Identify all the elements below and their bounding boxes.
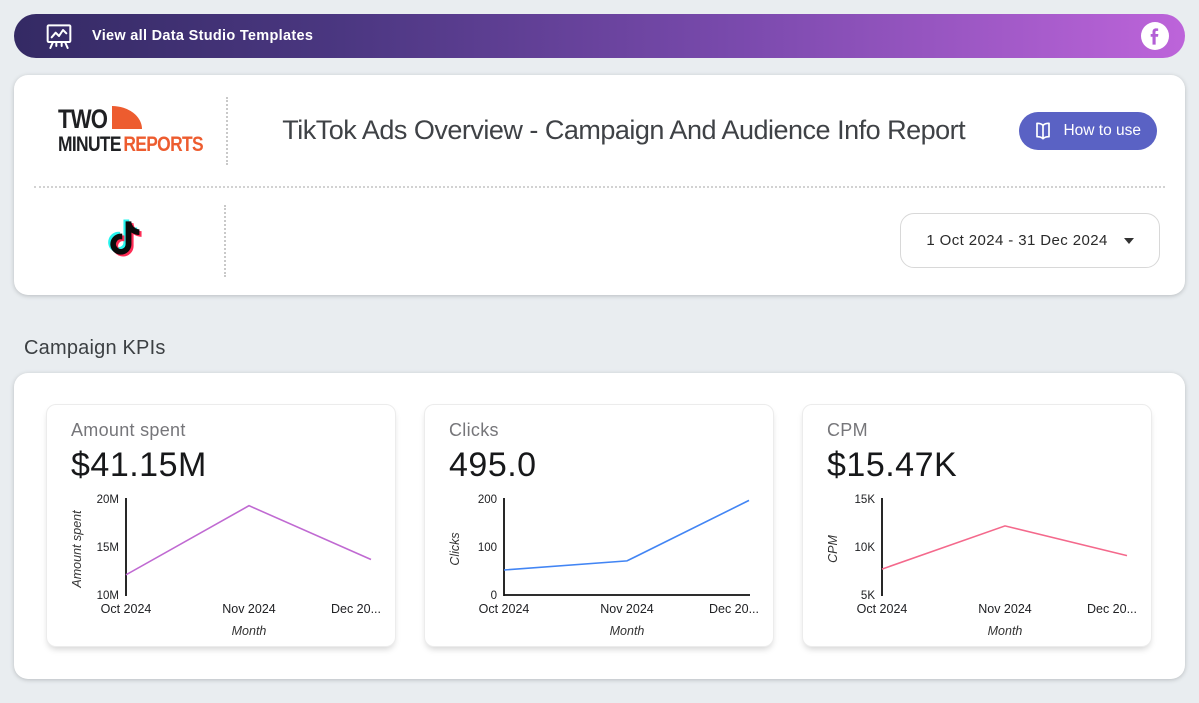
data-line	[125, 504, 372, 576]
horizontal-dotted-divider	[34, 186, 1165, 188]
date-range-selector[interactable]: 1 Oct 2024 - 31 Dec 2024	[900, 213, 1160, 268]
amount-spent-line-chart: Amount spent 20M 15M 10M Oct 2024 Nov 20…	[70, 494, 381, 638]
data-line	[503, 499, 750, 571]
vertical-dotted-divider	[226, 96, 228, 165]
svg-text:20M: 20M	[97, 494, 119, 506]
svg-text:Month: Month	[988, 624, 1023, 638]
presentation-chart-icon	[46, 24, 72, 49]
svg-text:15M: 15M	[97, 542, 119, 554]
svg-text:Dec 20...: Dec 20...	[709, 602, 759, 616]
svg-text:200: 200	[478, 494, 497, 506]
svg-text:100: 100	[478, 542, 497, 554]
svg-text:Nov 2024: Nov 2024	[978, 602, 1032, 616]
svg-text:Dec 20...: Dec 20...	[1087, 602, 1137, 616]
two-minute-reports-logo: TWO MINUTE REPORTS	[58, 104, 208, 156]
date-range-value: 1 Oct 2024 - 31 Dec 2024	[926, 232, 1108, 249]
kpi-value: $41.15M	[71, 446, 207, 484]
svg-text:Dec 20...: Dec 20...	[331, 602, 381, 616]
svg-text:15K: 15K	[855, 494, 876, 506]
svg-text:Oct 2024: Oct 2024	[101, 602, 152, 616]
report-header-card: TWO MINUTE REPORTS TikTok Ads Overview - …	[14, 75, 1185, 295]
how-to-use-button[interactable]: How to use	[1019, 111, 1157, 150]
kpi-title: CPM	[827, 420, 868, 440]
kpi-card-amount-spent: Amount spent $41.15M Amount spent 20M 15…	[46, 404, 396, 647]
svg-text:CPM: CPM	[826, 535, 840, 563]
kpi-value: 495.0	[449, 446, 537, 484]
logo-word-reports: REPORTS	[123, 133, 203, 156]
how-to-use-label: How to use	[1063, 121, 1141, 139]
kpi-card-cpm: CPM $15.47K CPM 15K 10K 5K Oct 2024 Nov …	[802, 404, 1152, 647]
svg-text:Nov 2024: Nov 2024	[600, 602, 654, 616]
logo-word-two: TWO	[58, 104, 108, 134]
logo-word-minute: MINUTE	[58, 133, 121, 156]
kpi-title: Amount spent	[71, 420, 186, 440]
svg-text:Nov 2024: Nov 2024	[222, 602, 276, 616]
svg-text:10K: 10K	[855, 542, 876, 554]
svg-text:5K: 5K	[861, 590, 875, 602]
caret-down-icon	[1123, 237, 1134, 244]
page-title: TikTok Ads Overview - Campaign And Audie…	[282, 115, 966, 145]
logo-quarter-circle	[111, 106, 142, 129]
data-line	[881, 525, 1128, 570]
svg-text:Oct 2024: Oct 2024	[479, 602, 530, 616]
svg-text:Oct 2024: Oct 2024	[857, 602, 908, 616]
kpi-value: $15.47K	[827, 446, 958, 484]
tiktok-icon	[105, 215, 145, 266]
kpi-card-clicks: Clicks 495.0 Clicks 200 100 0 Oct 2024 N…	[424, 404, 774, 647]
open-book-icon	[1036, 121, 1051, 139]
section-heading: Campaign KPIs	[24, 337, 166, 359]
svg-text:0: 0	[491, 590, 497, 602]
svg-text:Month: Month	[232, 624, 267, 638]
banner-label: View all Data Studio Templates	[92, 28, 314, 44]
kpi-cards-container: Amount spent $41.15M Amount spent 20M 15…	[14, 373, 1185, 679]
cpm-line-chart: CPM 15K 10K 5K Oct 2024 Nov 2024 Dec 20.…	[826, 494, 1137, 638]
vertical-dotted-divider	[224, 204, 226, 277]
svg-text:10M: 10M	[97, 590, 119, 602]
svg-text:Clicks: Clicks	[448, 532, 462, 565]
templates-banner[interactable]: View all Data Studio Templates	[14, 14, 1185, 58]
svg-text:Month: Month	[610, 624, 645, 638]
kpi-title: Clicks	[449, 420, 499, 440]
facebook-icon[interactable]	[1141, 22, 1169, 50]
svg-text:Amount spent: Amount spent	[70, 510, 84, 589]
clicks-line-chart: Clicks 200 100 0 Oct 2024 Nov 2024 Dec 2…	[448, 494, 759, 638]
